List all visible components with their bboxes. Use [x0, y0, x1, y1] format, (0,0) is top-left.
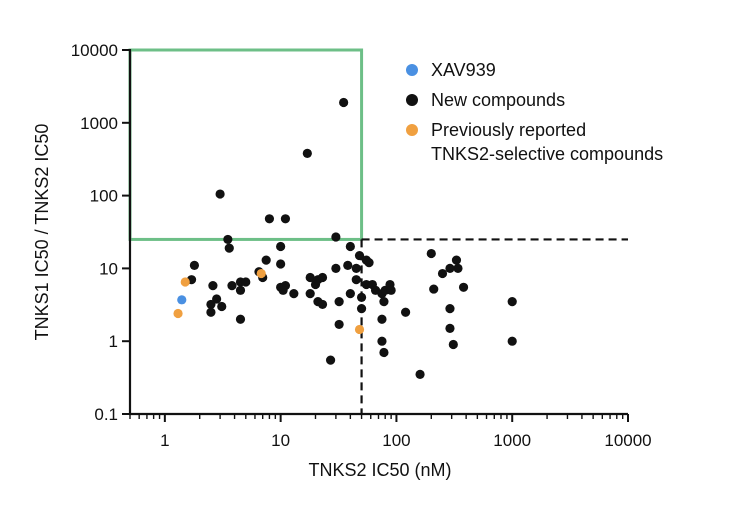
data-point	[377, 336, 387, 346]
data-point	[227, 281, 237, 291]
data-point	[445, 263, 455, 273]
data-point	[317, 299, 328, 310]
data-point	[379, 296, 389, 307]
data-point	[507, 296, 517, 307]
data-point	[426, 248, 436, 259]
data-point	[334, 296, 344, 307]
y-tick-label: 10	[99, 259, 118, 278]
legend: XAV939 New compounds Previously reported TN…	[406, 60, 663, 164]
data-point	[386, 285, 396, 295]
legend-marker	[406, 124, 418, 136]
data-point	[264, 214, 275, 224]
tick-labels-layer: 1 10 100 1000 10000 0.1 1 10 100 1000 10000	[71, 41, 652, 450]
legend-marker	[406, 64, 418, 76]
data-point	[351, 263, 361, 273]
data-point	[305, 272, 315, 283]
data-point	[235, 314, 246, 324]
y-tick-label: 10000	[71, 41, 118, 60]
x-tick-label: 100	[382, 431, 410, 450]
data-point	[325, 355, 336, 365]
x-tick-label: 10000	[604, 431, 651, 450]
data-point	[206, 307, 216, 317]
data-point	[343, 260, 353, 270]
data-point	[451, 255, 462, 265]
legend-marker	[406, 94, 418, 106]
legend-label: Previously reported	[431, 120, 586, 140]
axes-layer	[122, 49, 629, 422]
data-point	[224, 243, 234, 253]
data-point	[458, 282, 469, 292]
data-point	[206, 299, 216, 310]
data-point	[448, 339, 458, 350]
data-point	[379, 347, 389, 358]
data-point	[354, 324, 365, 335]
data-point	[331, 232, 341, 242]
data-point	[217, 301, 227, 312]
data-point	[317, 272, 328, 283]
data-point	[212, 294, 222, 304]
data-point	[345, 241, 355, 252]
x-tick-label: 1	[160, 431, 169, 450]
data-point	[445, 304, 455, 314]
data-point	[180, 277, 190, 287]
data-point	[445, 323, 455, 333]
legend-label: New compounds	[431, 90, 565, 110]
y-tick-label: 0.1	[94, 405, 118, 424]
data-point	[377, 314, 387, 324]
legend-label: XAV939	[431, 60, 496, 80]
data-point	[364, 258, 374, 268]
data-point	[305, 289, 315, 299]
data-point	[173, 308, 183, 319]
data-point	[351, 275, 361, 285]
legend-label: TNKS2-selective compounds	[431, 144, 663, 164]
x-axis-label: TNKS2 IC50 (nM)	[308, 460, 451, 480]
highlight-region-layer	[128, 48, 364, 241]
data-point	[223, 234, 233, 245]
data-point	[400, 307, 411, 317]
data-point	[261, 255, 271, 265]
data-point	[177, 295, 187, 305]
data-point	[507, 336, 517, 346]
data-point	[437, 268, 448, 279]
highlight-box	[128, 48, 364, 241]
data-point	[215, 189, 225, 199]
data-point	[208, 281, 218, 291]
data-point	[276, 241, 286, 252]
data-point	[339, 97, 349, 108]
data-point	[235, 285, 246, 295]
data-point	[354, 250, 365, 261]
data-point	[429, 284, 439, 294]
y-tick-label: 100	[90, 187, 118, 206]
data-point	[280, 214, 291, 224]
data-point	[356, 292, 367, 302]
data-point	[189, 260, 200, 270]
data-point	[453, 263, 463, 273]
x-tick-label: 10	[271, 431, 290, 450]
data-point	[345, 289, 355, 299]
y-tick-label: 1	[109, 332, 118, 351]
threshold-lines-layer	[360, 238, 628, 414]
data-point	[334, 319, 344, 330]
data-point	[241, 277, 251, 287]
data-point	[331, 263, 341, 273]
data-point	[278, 285, 288, 295]
data-point	[415, 369, 425, 379]
x-tick-label: 1000	[493, 431, 531, 450]
data-point	[256, 268, 266, 279]
data-point	[289, 289, 299, 299]
y-tick-label: 1000	[80, 114, 118, 133]
data-point	[302, 148, 312, 158]
data-points-layer	[173, 97, 517, 379]
y-axis-label: TNKS1 IC50 / TNKS2 IC50	[32, 124, 52, 341]
data-point	[356, 304, 367, 314]
data-point	[276, 259, 286, 269]
